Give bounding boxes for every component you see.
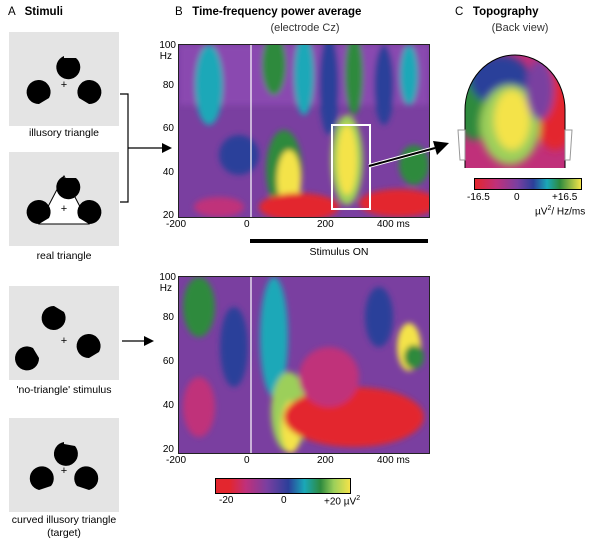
- stimulus-caption: illusory triangle: [28, 127, 100, 139]
- x-tick: 400 ms: [377, 219, 410, 230]
- x-tick: 0: [244, 455, 250, 466]
- panel-c-header: C Topography: [455, 6, 539, 18]
- panel-a-letter: A: [8, 6, 16, 18]
- y-tick: 100: [159, 272, 176, 283]
- x-tick: 0: [244, 219, 250, 230]
- y-tick: 40: [162, 400, 174, 411]
- stimulus-caption: real triangle: [36, 250, 92, 262]
- panel-c-title: Topography: [472, 6, 539, 18]
- colorbar-label: 0: [514, 192, 520, 203]
- stimulus-on-bar: [250, 239, 428, 243]
- panel-a-title: Stimuli: [24, 6, 63, 18]
- x-tick: -200: [166, 455, 187, 466]
- bracket-arrow: [120, 93, 172, 203]
- y-tick: 80: [162, 312, 174, 323]
- panel-b-letter: B: [175, 6, 183, 18]
- y-unit: Hz: [159, 283, 172, 294]
- svg-text:+: +: [61, 465, 67, 477]
- colorbar-label: +20 µV2: [324, 495, 361, 508]
- svg-text:+: +: [61, 335, 67, 347]
- topography-head-map: [450, 50, 580, 170]
- stimulus-no-triangle: +: [9, 286, 119, 380]
- panel-a-header: A Stimuli: [8, 6, 63, 18]
- tf-plot-bottom: [178, 276, 430, 454]
- y-tick: 20: [162, 210, 174, 221]
- x-tick: 200: [317, 455, 334, 466]
- svg-text:+: +: [61, 203, 67, 215]
- colorbar-topography: [474, 178, 582, 190]
- x-tick: -200: [166, 219, 187, 230]
- x-tick: 200: [317, 219, 334, 230]
- x-tick: 400 ms: [377, 455, 410, 466]
- stimulus-illusory-triangle: +: [9, 32, 119, 126]
- arrow-icon: [122, 336, 154, 346]
- colorbar-label: 0: [281, 495, 287, 506]
- svg-text:+: +: [61, 79, 67, 91]
- colorbar-label: -16.5: [467, 192, 490, 203]
- stimulus-caption: 'no-triangle' stimulus: [16, 384, 112, 396]
- colorbar-label: -20: [219, 495, 234, 506]
- y-tick: 60: [162, 356, 174, 367]
- stimulus-curved-illusory-triangle: +: [9, 418, 119, 512]
- stimulus-real-triangle: +: [9, 152, 119, 246]
- panel-b-header: B Time-frequency power average: [175, 6, 361, 18]
- panel-b-title: Time-frequency power average: [192, 6, 362, 18]
- tf-plot-top: [178, 44, 430, 218]
- y-tick: 80: [162, 80, 174, 91]
- panel-c-letter: C: [455, 6, 464, 18]
- colorbar-unit: µV2/ Hz/ms: [535, 205, 586, 218]
- colorbar-label: +16.5: [552, 192, 578, 203]
- colorbar-bottom: [215, 478, 351, 494]
- stimulus-caption-note: (target): [47, 527, 81, 539]
- arrow-icon: [368, 141, 449, 168]
- stimulus-caption: curved illusory triangle: [11, 514, 117, 526]
- y-tick: 20: [162, 444, 174, 455]
- panel-b-subtitle: (electrode Cz): [270, 22, 340, 34]
- y-tick: 100: [159, 40, 176, 51]
- stimulus-on-label: Stimulus ON: [309, 246, 369, 258]
- y-tick: 60: [162, 123, 174, 134]
- y-tick: 40: [162, 167, 174, 178]
- y-unit: Hz: [159, 51, 172, 62]
- panel-c-subtitle: (Back view): [491, 22, 549, 34]
